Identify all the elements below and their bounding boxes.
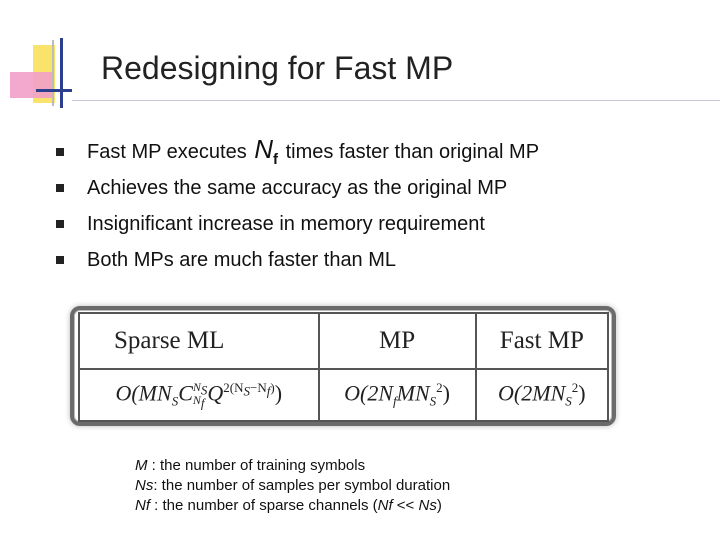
title-underline [72, 100, 720, 101]
bullet-marker [56, 256, 64, 264]
bullet-item: Insignificant increase in memory require… [56, 206, 539, 242]
bullet-item: Achieves the same accuracy as the origin… [56, 170, 539, 206]
table-header-row: Sparse ML MP Fast MP [78, 312, 610, 370]
complexity-table: Sparse ML MP Fast MP O(MNSCNS Nf Q2(NS−Nf)… [78, 312, 610, 422]
title-ornament-pink [10, 72, 52, 98]
binomial-index: NS Nf [192, 380, 208, 411]
bullet-text: Both MPs are much faster than ML [87, 248, 397, 271]
title-ornament-blue-line [60, 38, 63, 108]
bullet-text: Achieves the same accuracy as the origin… [87, 176, 508, 199]
header-mp: MP [317, 312, 477, 370]
legend-line: M : the number of training symbols [135, 457, 366, 474]
complexity-table-frame [70, 306, 616, 426]
title-ornament-gray-line [52, 40, 54, 106]
legend-line: Nf : the number of sparse channels (Nf <… [135, 497, 442, 514]
bullet-item: Both MPs are much faster than ML [56, 242, 539, 278]
bullet-marker [56, 184, 64, 192]
bullet-marker [56, 220, 64, 228]
bullet-text: Fast MP executes Nf times faster than or… [87, 134, 540, 169]
nf-symbol: Nf [254, 134, 279, 169]
table-row: O(MNSCNS Nf Q2(NS−Nf)) O(2NfMNS2) O(2MNS2) [78, 368, 610, 422]
bullet-marker [56, 148, 64, 156]
bullet-list: Fast MP executes Nf times faster than or… [56, 134, 539, 278]
bullet-text: Insignificant increase in memory require… [87, 212, 485, 235]
sparse-ml-complexity: O(MNSCNS Nf Q2(NS−Nf)) [78, 368, 320, 422]
legend-line: Ns: the number of samples per symbol dur… [135, 477, 451, 494]
title-ornament-blue-bar [36, 89, 72, 92]
bullet-item: Fast MP executes Nf times faster than or… [56, 134, 539, 170]
symbol-legend: M : the number of training symbols Ns: t… [135, 456, 450, 516]
slide-title: Redesigning for Fast MP [101, 50, 454, 86]
header-sparse-ml: Sparse ML [78, 312, 320, 370]
header-fast-mp: Fast MP [474, 312, 610, 370]
fast-mp-complexity: O(2MNS2) [474, 368, 610, 422]
mp-complexity: O(2NfMNS2) [317, 368, 477, 422]
